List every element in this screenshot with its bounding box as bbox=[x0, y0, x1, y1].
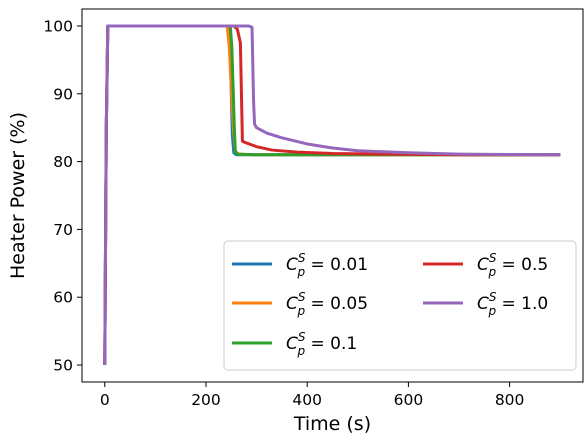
x-tick-label: 400 bbox=[292, 391, 322, 409]
legend-label-2: CS p = 0.05 bbox=[286, 290, 368, 318]
y-axis-label: Heater Power (%) bbox=[7, 112, 29, 279]
x-axis-ticks: 0 200 400 600 800 bbox=[100, 382, 525, 409]
axes-frame bbox=[81, 8, 584, 383]
legend: CS p = 0.01 CS p = 0.05 CS p = 0.1 CS p = 0.5 CS… bbox=[223, 240, 577, 371]
y-tick-label: 60 bbox=[53, 289, 73, 307]
y-tick-label: 80 bbox=[53, 153, 73, 171]
y-axis-ticks: 50 60 70 80 90 100 bbox=[43, 17, 82, 375]
legend-box bbox=[223, 240, 577, 371]
y-tick-label: 50 bbox=[53, 357, 73, 375]
legend-label-1: CS p = 0.01 bbox=[286, 251, 368, 279]
y-tick-label: 100 bbox=[43, 17, 73, 35]
legend-label-4: CS p = 0.5 bbox=[477, 251, 548, 279]
x-tick-label: 0 bbox=[100, 391, 110, 409]
series-line-5 bbox=[103, 24, 561, 366]
x-tick-label: 600 bbox=[394, 391, 424, 409]
x-tick-label: 800 bbox=[495, 391, 525, 409]
legend-label-3: CS p = 0.1 bbox=[286, 330, 357, 358]
y-tick-label: 90 bbox=[53, 85, 73, 103]
y-tick-label: 70 bbox=[53, 221, 73, 239]
x-axis-label: Time (s) bbox=[293, 413, 371, 435]
plot-lines bbox=[103, 24, 561, 366]
legend-label-5: CS p = 1.0 bbox=[477, 290, 548, 318]
x-tick-label: 200 bbox=[191, 391, 221, 409]
